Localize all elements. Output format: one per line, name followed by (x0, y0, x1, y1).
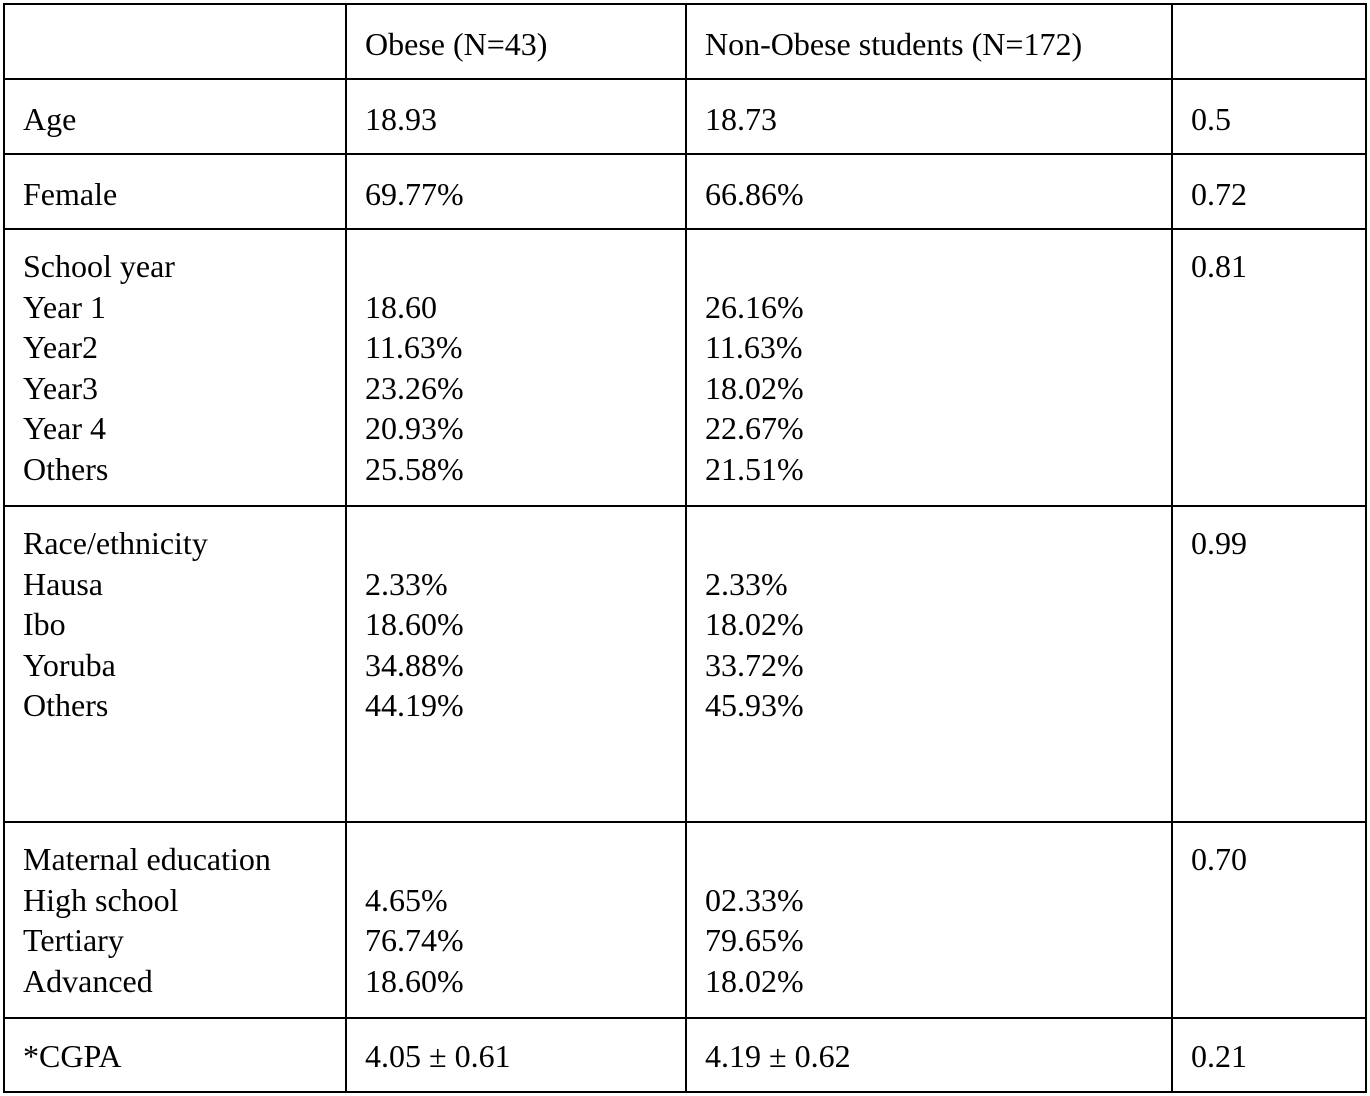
spacer (705, 523, 1171, 564)
header-cell-obese: Obese (N=43) (345, 3, 687, 80)
p-value: 0.81 (1171, 228, 1367, 507)
non-obese-value: 4.19 ± 0.62 (685, 1017, 1173, 1093)
obese-value: 25.58% (365, 450, 464, 487)
p-value: 0.5 (1171, 78, 1367, 155)
obese-values: 2.33% 18.60% 34.88% 44.19% (345, 505, 687, 823)
obese-value: 76.74% (365, 922, 464, 958)
obese-value: 34.88% (365, 646, 464, 683)
non-obese-value: 18.73 (685, 78, 1173, 155)
obese-value: 11.63% (365, 329, 463, 365)
header-cell-p (1171, 3, 1367, 80)
non-obese-value: 22.67% (705, 410, 804, 446)
p-value: 0.21 (1171, 1017, 1367, 1093)
sub-label: Year2 (23, 329, 98, 365)
sub-label: High school (23, 881, 179, 918)
row-label: Female (3, 153, 347, 230)
table-row: School year Year 1 Year2 Year3 Year 4 Ot… (3, 228, 1367, 507)
non-obese-value: 18.02% (705, 606, 804, 642)
row-label-group: Maternal education High school Tertiary … (3, 821, 347, 1019)
spacer (365, 246, 685, 287)
non-obese-value: 33.72% (705, 646, 804, 683)
non-obese-value: 26.16% (705, 288, 804, 325)
sub-label: Ibo (23, 606, 66, 642)
p-value: 0.70 (1171, 821, 1367, 1019)
sub-label: Year 1 (23, 288, 106, 325)
row-label: Age (3, 78, 347, 155)
obese-value: 4.65% (365, 881, 448, 918)
spacer (705, 839, 1171, 880)
sub-label: Others (23, 450, 109, 487)
non-obese-value: 45.93% (705, 687, 804, 723)
spacer (705, 246, 1171, 287)
non-obese-value: 2.33% (705, 565, 788, 602)
sub-label: Year 4 (23, 410, 106, 446)
obese-value: 44.19% (365, 687, 464, 723)
non-obese-value: 18.02% (705, 369, 804, 406)
sub-label: Hausa (23, 565, 103, 602)
header-row: Obese (N=43) Non-Obese students (N=172) (3, 3, 1367, 80)
table-row: Age 18.93 18.73 0.5 (3, 78, 1367, 155)
p-value: 0.99 (1171, 505, 1367, 823)
spacer (365, 523, 685, 564)
obese-value: 18.93 (345, 78, 687, 155)
table-row: Maternal education High school Tertiary … (3, 821, 1367, 1019)
p-value: 0.72 (1171, 153, 1367, 230)
obese-values: 18.60 11.63% 23.26% 20.93% 25.58% (345, 228, 687, 507)
obese-value: 20.93% (365, 410, 464, 446)
obese-value: 18.60% (365, 962, 464, 999)
group-label: School year (23, 248, 175, 284)
sub-label: Yoruba (23, 646, 116, 683)
sub-label: Others (23, 687, 109, 723)
non-obese-values: 26.16% 11.63% 18.02% 22.67% 21.51% (685, 228, 1173, 507)
obese-value: 18.60 (365, 288, 437, 325)
demographics-table: Obese (N=43) Non-Obese students (N=172) … (3, 3, 1367, 1093)
non-obese-value: 21.51% (705, 450, 804, 487)
group-label: Race/ethnicity (23, 525, 208, 561)
sub-label: Tertiary (23, 922, 124, 958)
table-row: Race/ethnicity Hausa Ibo Yoruba Others 2… (3, 505, 1367, 823)
non-obese-value: 11.63% (705, 329, 803, 365)
non-obese-values: 2.33% 18.02% 33.72% 45.93% (685, 505, 1173, 823)
sub-label: Advanced (23, 962, 153, 999)
obese-value: 23.26% (365, 369, 464, 406)
table-row: *CGPA 4.05 ± 0.61 4.19 ± 0.62 0.21 (3, 1017, 1367, 1093)
spacer (365, 839, 685, 880)
header-cell-blank (3, 3, 347, 80)
non-obese-value: 79.65% (705, 922, 804, 958)
obese-value: 18.60% (365, 606, 464, 642)
obese-values: 4.65% 76.74% 18.60% (345, 821, 687, 1019)
header-cell-non-obese: Non-Obese students (N=172) (685, 3, 1173, 80)
non-obese-values: 02.33% 79.65% 18.02% (685, 821, 1173, 1019)
row-label-group: School year Year 1 Year2 Year3 Year 4 Ot… (3, 228, 347, 507)
obese-value: 2.33% (365, 565, 448, 602)
group-label: Maternal education (23, 841, 271, 877)
non-obese-value: 18.02% (705, 962, 804, 999)
row-label: *CGPA (3, 1017, 347, 1093)
table-row: Female 69.77% 66.86% 0.72 (3, 153, 1367, 230)
obese-value: 69.77% (345, 153, 687, 230)
row-label-group: Race/ethnicity Hausa Ibo Yoruba Others (3, 505, 347, 823)
non-obese-value: 02.33% (705, 881, 804, 918)
obese-value: 4.05 ± 0.61 (345, 1017, 687, 1093)
non-obese-value: 66.86% (685, 153, 1173, 230)
sub-label: Year3 (23, 369, 98, 406)
